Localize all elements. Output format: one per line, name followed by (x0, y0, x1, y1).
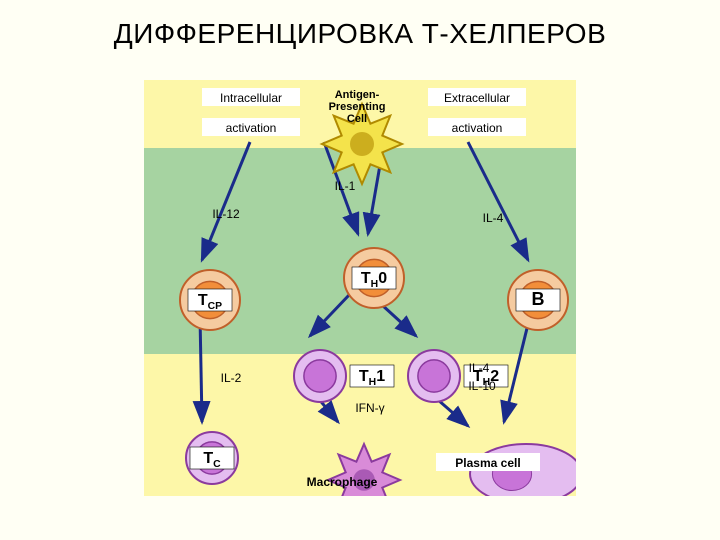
cell-bcell: B (508, 270, 568, 330)
diagram-svg: TH0TCPBTH1TH2TCIntracellularactivationAn… (144, 80, 576, 496)
label-il1: IL-1 (335, 179, 356, 193)
label-activation2: activation (452, 121, 503, 135)
label-ifng: IFN-γ (355, 401, 384, 415)
label-plasma: Plasma cell (455, 456, 520, 470)
label-activation1: activation (226, 121, 277, 135)
label-extracellular: Extracellular (444, 91, 510, 105)
label-il4a: IL-4 (483, 211, 504, 225)
label-il10: IL-10 (468, 379, 496, 393)
arrow-4 (200, 316, 202, 422)
label-il4b: IL-4 (469, 361, 490, 375)
label-apc-2: Cell (347, 113, 367, 125)
cell-label-bcell: B (532, 289, 545, 309)
diagram-container: TH0TCPBTH1TH2TCIntracellularactivationAn… (144, 80, 576, 496)
label-il12: IL-12 (212, 207, 240, 221)
cell-tcp: TCP (180, 270, 240, 330)
label-apc-1: Presenting (329, 101, 386, 113)
label-intracellular: Intracellular (220, 91, 282, 105)
label-apc-0: Antigen- (335, 89, 380, 101)
label-il2: IL-2 (221, 371, 242, 385)
cell-th0: TH0 (344, 248, 404, 308)
page-title: ДИФФЕРЕНЦИРОВКА Т-ХЕЛПЕРОВ (0, 0, 720, 50)
label-macrophage: Macrophage (307, 475, 378, 489)
cell-tc: TC (186, 432, 238, 484)
